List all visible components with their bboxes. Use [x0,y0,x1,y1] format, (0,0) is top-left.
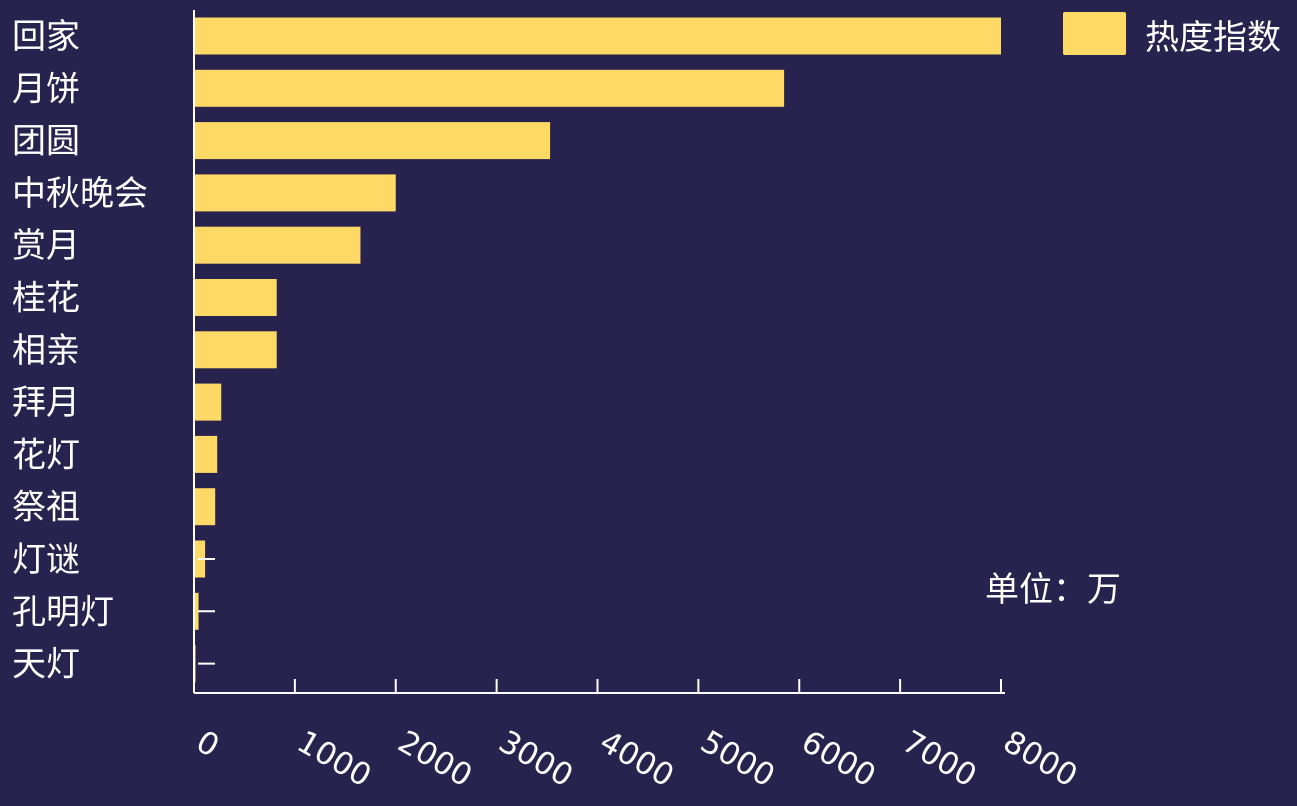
category-label-11: 孔明灯 [12,592,114,632]
legend: 热度指数 [1063,12,1281,58]
category-label-0: 回家 [12,17,80,57]
category-label-8: 花灯 [12,435,80,475]
x-ticks: 0 1000 2000 3000 4000 5000 6000 7000 8000 [190,558,1083,795]
x-tick-label-2: 2000 [392,724,478,795]
bar-8 [194,435,218,473]
x-tick-label-6: 6000 [795,724,881,795]
category-label-5: 桂花 [12,279,80,319]
bars-group [194,17,1001,683]
x-tick-label-3: 3000 [493,724,579,795]
bar-6 [194,331,277,369]
axes [193,10,1005,694]
category-label-3: 中秋晚会 [12,174,148,214]
x-tick-label-8: 8000 [997,724,1083,795]
legend-swatch [1063,12,1126,55]
bar-0 [194,17,1001,55]
legend-label: 热度指数 [1145,18,1281,58]
category-label-6: 相亲 [12,331,80,371]
x-tick-label-4: 4000 [594,724,680,795]
category-label-9: 祭祖 [12,488,80,528]
category-label-1: 月饼 [12,69,80,109]
bar-7 [194,383,222,421]
x-tick-label-0: 0 [190,724,225,765]
x-tick-label-1: 1000 [291,724,377,795]
bar-5 [194,279,277,316]
bar-3 [194,174,396,212]
category-label-12: 天灯 [12,645,80,685]
category-label-7: 拜月 [12,383,80,423]
x-tick-label-5: 5000 [694,724,780,795]
bar-2 [194,122,551,160]
x-tick-label-7: 7000 [896,724,982,795]
unit-label: 单位：万 [985,570,1121,610]
bar-11 [194,592,199,630]
bar-4 [194,226,361,264]
category-label-2: 团圆 [12,122,80,162]
bar-1 [194,69,785,107]
bar-9 [194,488,216,526]
category-label-4: 赏月 [12,226,80,266]
category-label-10: 灯谜 [12,540,80,580]
